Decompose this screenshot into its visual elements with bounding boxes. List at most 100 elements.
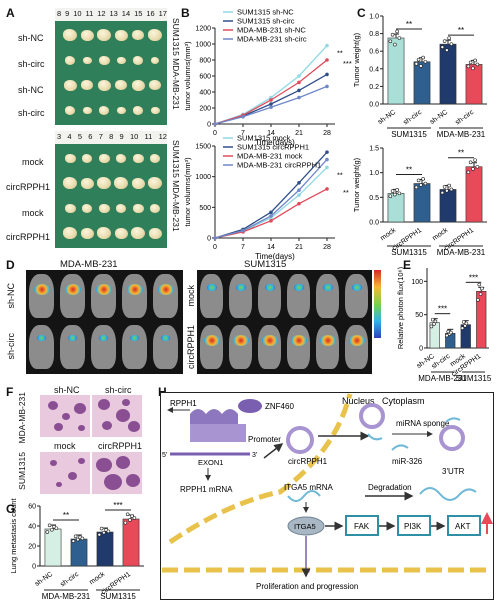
C-bottom-ytick-label: 1.0 [369, 170, 379, 177]
a-top-tumor [149, 80, 161, 91]
B-top-legend-label: SUM1315 sh-circ [237, 17, 295, 26]
histology-2 [92, 395, 142, 437]
C-bottom-datapoint [395, 188, 399, 192]
B-bottom-xtick-label: 28 [323, 244, 331, 251]
row-label-a-5: mock [22, 157, 44, 167]
side-label-a-top: SUM1315 MDA-MB-231 [171, 18, 181, 110]
B-top-xtick-label: 14 [267, 130, 275, 137]
d-right-signal [290, 335, 307, 347]
E-datapoint [429, 324, 434, 329]
C-bottom-datapoint [440, 190, 445, 195]
G-bar [122, 518, 140, 567]
histology-3 [40, 452, 90, 494]
C-bottom-datapoint [466, 170, 471, 175]
G-datapoint [97, 532, 102, 537]
G-datapoint [123, 520, 128, 525]
C-top-group-label-1: SUM1315 [391, 130, 427, 139]
G-datapoint [125, 512, 130, 517]
d-left-signal [161, 335, 170, 342]
fak-label: FAK [354, 522, 370, 531]
d-right-mouse [287, 274, 310, 318]
B-bottom-ytick-label: 1500 [195, 144, 211, 151]
C-bottom-ylabel: Tumor weight(g) [352, 157, 361, 212]
a-top-tumor [63, 29, 77, 41]
C-top-datapoint [442, 39, 447, 43]
mirna-bound [445, 417, 461, 423]
panel-label-c: C [357, 6, 366, 20]
d-right-mouse [200, 325, 223, 369]
akt-box [447, 515, 481, 536]
ruler-bottom-tick-7: 10 [129, 132, 139, 141]
five-prime: 5' [162, 452, 167, 459]
a-top-tumor [115, 80, 127, 91]
mirna-strand-1 [367, 433, 383, 441]
row-label-a-1: sh-NC [18, 33, 44, 43]
B-bottom-legend-label: MDA-MB-231 mock [237, 152, 303, 161]
d-left-signal [95, 284, 112, 296]
C-top-datapoint [416, 57, 421, 62]
B-bottom-xtick-label: 14 [267, 244, 275, 251]
three-prime: 3' [252, 452, 257, 459]
a-bottom-tumor [63, 227, 77, 239]
B-top-series-line [214, 59, 328, 125]
G-datapoint [71, 539, 76, 543]
f-row-2: SUM1315 [17, 452, 27, 490]
d-right-signal [264, 284, 275, 291]
metastasis-nodule [96, 458, 112, 473]
B-top-point [297, 95, 301, 100]
metastasis-nodule [126, 474, 140, 487]
B-top-ytick-label: 1000 [195, 42, 211, 49]
metastasis-nodule [68, 472, 77, 481]
row-label-a-2: sh-circ [18, 59, 45, 69]
d-left-signal [64, 284, 81, 296]
G-bar [96, 531, 114, 567]
panel-label-b: B [181, 6, 190, 20]
B-bottom-point [241, 228, 245, 233]
a-bottom-tumor [80, 227, 94, 239]
nucleus-label: Nucleus [342, 396, 375, 406]
B-top-point [325, 43, 329, 48]
a-bottom-tumor [64, 153, 76, 163]
C-bottom-datapoint [423, 181, 428, 186]
tumor-tray-bottom [55, 144, 167, 248]
G-bar [44, 528, 62, 567]
B-bottom-point [269, 219, 273, 223]
G-datapoint [50, 527, 54, 532]
d-left-mouse [153, 325, 178, 369]
a-bottom-tumor [131, 227, 145, 239]
a-top-tumor [151, 57, 159, 64]
C-top-category-label: sh-NC [377, 109, 397, 126]
a-bottom-tumor [63, 177, 77, 189]
d-left-title: MDA-MB-231 [60, 259, 118, 270]
E-sig-1: *** [438, 305, 447, 314]
d-left-mouse [60, 325, 85, 369]
ruler-top-tick-9: 17 [158, 9, 167, 18]
B-bottom-ytick-label: 0 [207, 236, 211, 243]
a-top-tumor [82, 56, 92, 65]
C-bottom-ytick-label: 1.5 [369, 146, 379, 153]
C-top-category-label: sh-circ [454, 109, 475, 127]
C-top-datapoint [440, 45, 445, 49]
metastasis-nodule [56, 482, 62, 488]
C-top-datapoint [390, 32, 395, 37]
d-right-signal [348, 335, 365, 347]
C-top-ytick-label: 0.8 [369, 31, 379, 38]
C-bottom-category-label: mock [379, 227, 397, 243]
f-col-3: mock [54, 441, 76, 451]
C-bottom-datapoint [473, 158, 477, 162]
B-top-legend-label: SUM1315 sh-NC [237, 8, 294, 17]
C-top-ylabel: Tumor weight(g) [352, 32, 361, 87]
ruler-top-tick-2: 10 [73, 9, 82, 18]
pi3k-label: PI3K [404, 522, 422, 531]
d-row-left-2: sh-circ [6, 333, 16, 360]
d-right-signal [235, 284, 246, 291]
G-sig-2: *** [113, 501, 122, 510]
E-ytick-label: 0 [419, 346, 423, 353]
d-left-signal [126, 284, 143, 296]
C-bottom-datapoint [419, 183, 423, 187]
C-top-sig-1: ** [406, 20, 412, 29]
B-bottom-point [269, 214, 273, 218]
a-top-tumor [99, 106, 109, 115]
E-datapoint [430, 317, 435, 322]
